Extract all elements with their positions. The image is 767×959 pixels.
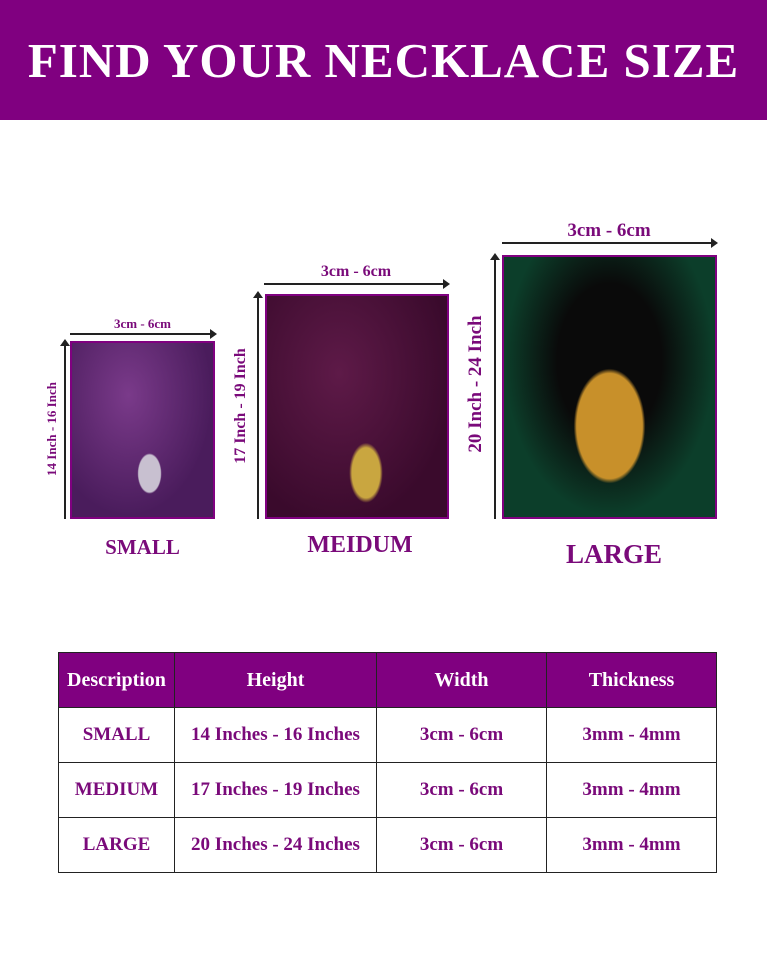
large-width-arrow (502, 238, 718, 248)
cell-description: SMALL (58, 707, 175, 763)
cell-height: 20 Inches - 24 Inches (174, 817, 377, 873)
header-width: Width (376, 652, 547, 708)
medium-size-label: MEIDUM (307, 532, 413, 558)
size-chart-table: Description Height Width Thickness SMALL… (58, 652, 717, 873)
table-row: LARGE 20 Inches - 24 Inches 3cm - 6cm 3m… (58, 817, 717, 873)
medium-width-label: 3cm - 6cm (320, 263, 392, 280)
small-size-label: SMALL (105, 535, 180, 559)
medium-width-arrow (264, 279, 450, 289)
page-title: FIND YOUR NECKLACE SIZE (27, 32, 740, 88)
medium-necklace-image (265, 294, 449, 519)
large-height-label: 20 Inch - 24 Inch (465, 315, 486, 453)
header-description: Description (58, 652, 175, 708)
cell-width: 3cm - 6cm (376, 762, 547, 818)
small-width-label: 3cm - 6cm (113, 316, 172, 331)
large-height-arrow (490, 253, 500, 519)
cell-thickness: 3mm - 4mm (546, 762, 717, 818)
small-width-arrow (70, 329, 217, 339)
small-height-arrow (60, 339, 70, 519)
cell-thickness: 3mm - 4mm (546, 707, 717, 763)
large-size-label: LARGE (565, 539, 663, 569)
table-header-row: Description Height Width Thickness (58, 652, 717, 708)
cell-description: LARGE (58, 817, 175, 873)
cell-description: MEDIUM (58, 762, 175, 818)
large-necklace-image (502, 255, 717, 519)
cell-thickness: 3mm - 4mm (546, 817, 717, 873)
cell-height: 17 Inches - 19 Inches (174, 762, 377, 818)
table-row: MEDIUM 17 Inches - 19 Inches 3cm - 6cm 3… (58, 762, 717, 818)
cell-width: 3cm - 6cm (376, 707, 547, 763)
table-row: SMALL 14 Inches - 16 Inches 3cm - 6cm 3m… (58, 707, 717, 763)
small-necklace-image (70, 341, 215, 519)
small-height-label: 14 Inch - 16 Inch (44, 382, 59, 476)
header-height: Height (174, 652, 377, 708)
header-banner: FIND YOUR NECKLACE SIZE (0, 0, 767, 120)
cell-width: 3cm - 6cm (376, 817, 547, 873)
header-thickness: Thickness (546, 652, 717, 708)
cell-height: 14 Inches - 16 Inches (174, 707, 377, 763)
large-width-label: 3cm - 6cm (567, 220, 651, 241)
medium-height-label: 17 Inch - 19 Inch (232, 348, 249, 464)
medium-height-arrow (253, 291, 263, 519)
